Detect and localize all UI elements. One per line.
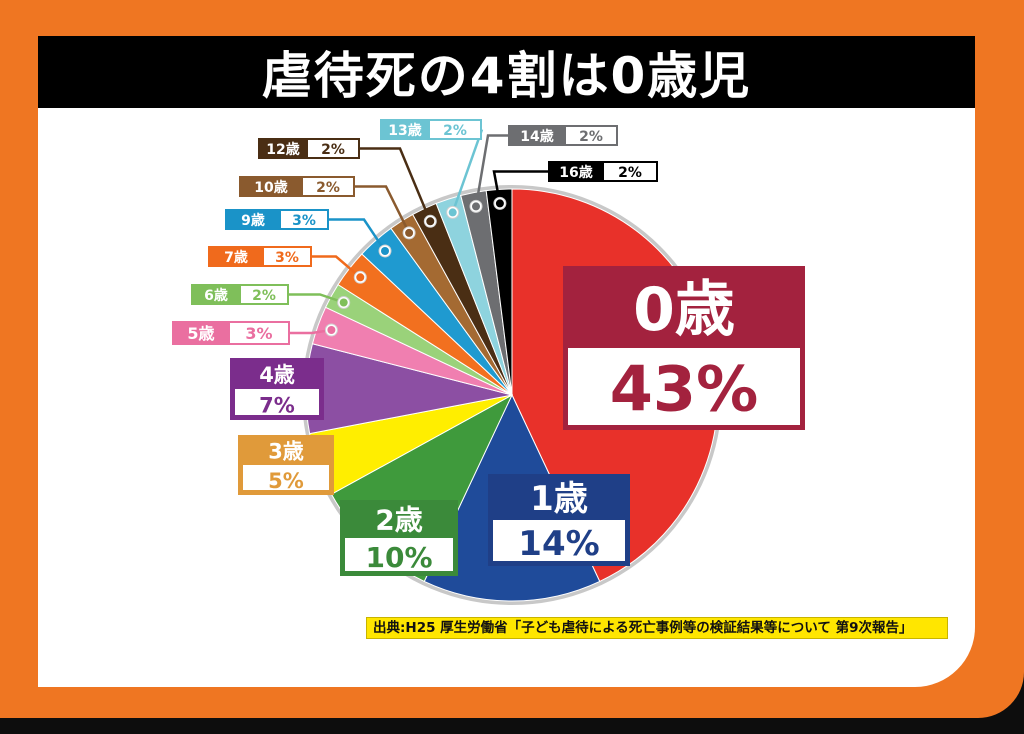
slice-label-12: 13歳 2%	[380, 119, 484, 219]
slice-value-label: 2%	[618, 165, 642, 181]
slice-value-label: 3%	[292, 213, 316, 229]
slice-label-5: 4歳7%	[230, 358, 324, 420]
leader-dot-inner	[472, 202, 480, 211]
leader-dot-inner	[327, 326, 336, 334]
page-title: 虐待死の4割は0歳児	[261, 47, 752, 105]
slice-category-label: 9歳	[241, 212, 265, 229]
slice-label-6: 5歳 3%	[172, 321, 338, 345]
leader-line	[355, 185, 411, 234]
slice-category-label: 2歳	[375, 504, 422, 537]
label-value-box	[281, 211, 327, 228]
label-value-box	[430, 121, 480, 138]
label-value-box	[235, 389, 319, 415]
slice-category-label: 14歳	[520, 128, 553, 145]
slice-category-label: 13歳	[388, 122, 421, 139]
leader-line	[312, 255, 362, 279]
slice-value-label: 7%	[259, 394, 295, 418]
slice-category-label: 3歳	[268, 439, 304, 463]
leader-dot-inner	[381, 247, 389, 255]
pie-slice	[485, 188, 513, 396]
label-value-box	[230, 323, 288, 343]
label-value-box	[568, 348, 800, 425]
label-value-box	[308, 140, 358, 157]
slice-category-label: 1歳	[530, 479, 588, 519]
slice-category-label: 7歳	[224, 249, 248, 266]
slice-label-8: 7歳 3%	[208, 246, 367, 284]
slice-category-label: 5歳	[187, 324, 214, 343]
source-note: 出典:H25 厚生労働省「子ども虐待による死亡事例等の検証結果等について 第9次…	[366, 617, 948, 639]
leader-dot-inner	[339, 298, 348, 307]
slice-value-label: 2%	[252, 288, 276, 304]
label-value-box	[604, 163, 656, 180]
slice-value-label: 10%	[365, 541, 432, 574]
label-value-box	[566, 127, 616, 144]
slice-value-label: 3%	[245, 324, 272, 343]
slice-value-label: 2%	[316, 180, 340, 196]
slice-label-4: 3歳5%	[238, 435, 334, 495]
leader-dot-inner	[448, 208, 457, 217]
leader-line	[329, 218, 387, 252]
leader-dot-inner	[495, 199, 504, 208]
slice-label-11: 12歳 2%	[258, 138, 437, 228]
leader-dot-inner	[405, 228, 414, 237]
label-value-box	[303, 178, 353, 195]
slice-label-9: 9歳 3%	[225, 209, 392, 258]
slice-value-label: 2%	[321, 142, 345, 158]
label-value-box	[243, 465, 329, 490]
slice-category-label: 6歳	[204, 287, 228, 304]
label-value-box	[345, 538, 453, 571]
slice-label-14: 16歳 2%	[492, 161, 658, 210]
slice-value-label: 2%	[443, 123, 467, 139]
slice-category-label: 16歳	[559, 164, 592, 181]
slice-value-label: 43%	[610, 352, 758, 425]
slice-label-13: 14歳 2%	[469, 125, 618, 213]
title-bar: 虐待死の4割は0歳児	[38, 36, 975, 108]
slice-value-label: 3%	[275, 250, 299, 266]
slice-value-label: 2%	[579, 129, 603, 145]
slice-label-7: 6歳 2%	[191, 284, 351, 309]
slice-value-label: 5%	[268, 469, 304, 493]
leader-line	[290, 328, 332, 335]
leader-line	[289, 293, 345, 304]
label-value-box	[264, 248, 310, 265]
leader-line	[360, 147, 432, 222]
label-value-box	[241, 286, 287, 303]
slice-category-label: 4歳	[259, 363, 295, 387]
slice-value-label: 14%	[518, 524, 599, 564]
leader-line	[451, 129, 484, 213]
leader-dot-inner	[356, 273, 365, 282]
leader-dot-inner	[426, 217, 435, 226]
slice-category-label: 10歳	[254, 179, 287, 196]
slice-category-label: 12歳	[266, 141, 299, 158]
slice-category-label: 0歳	[633, 275, 735, 345]
label-value-box	[493, 520, 625, 561]
slice-label-10: 10歳 2%	[239, 176, 416, 240]
